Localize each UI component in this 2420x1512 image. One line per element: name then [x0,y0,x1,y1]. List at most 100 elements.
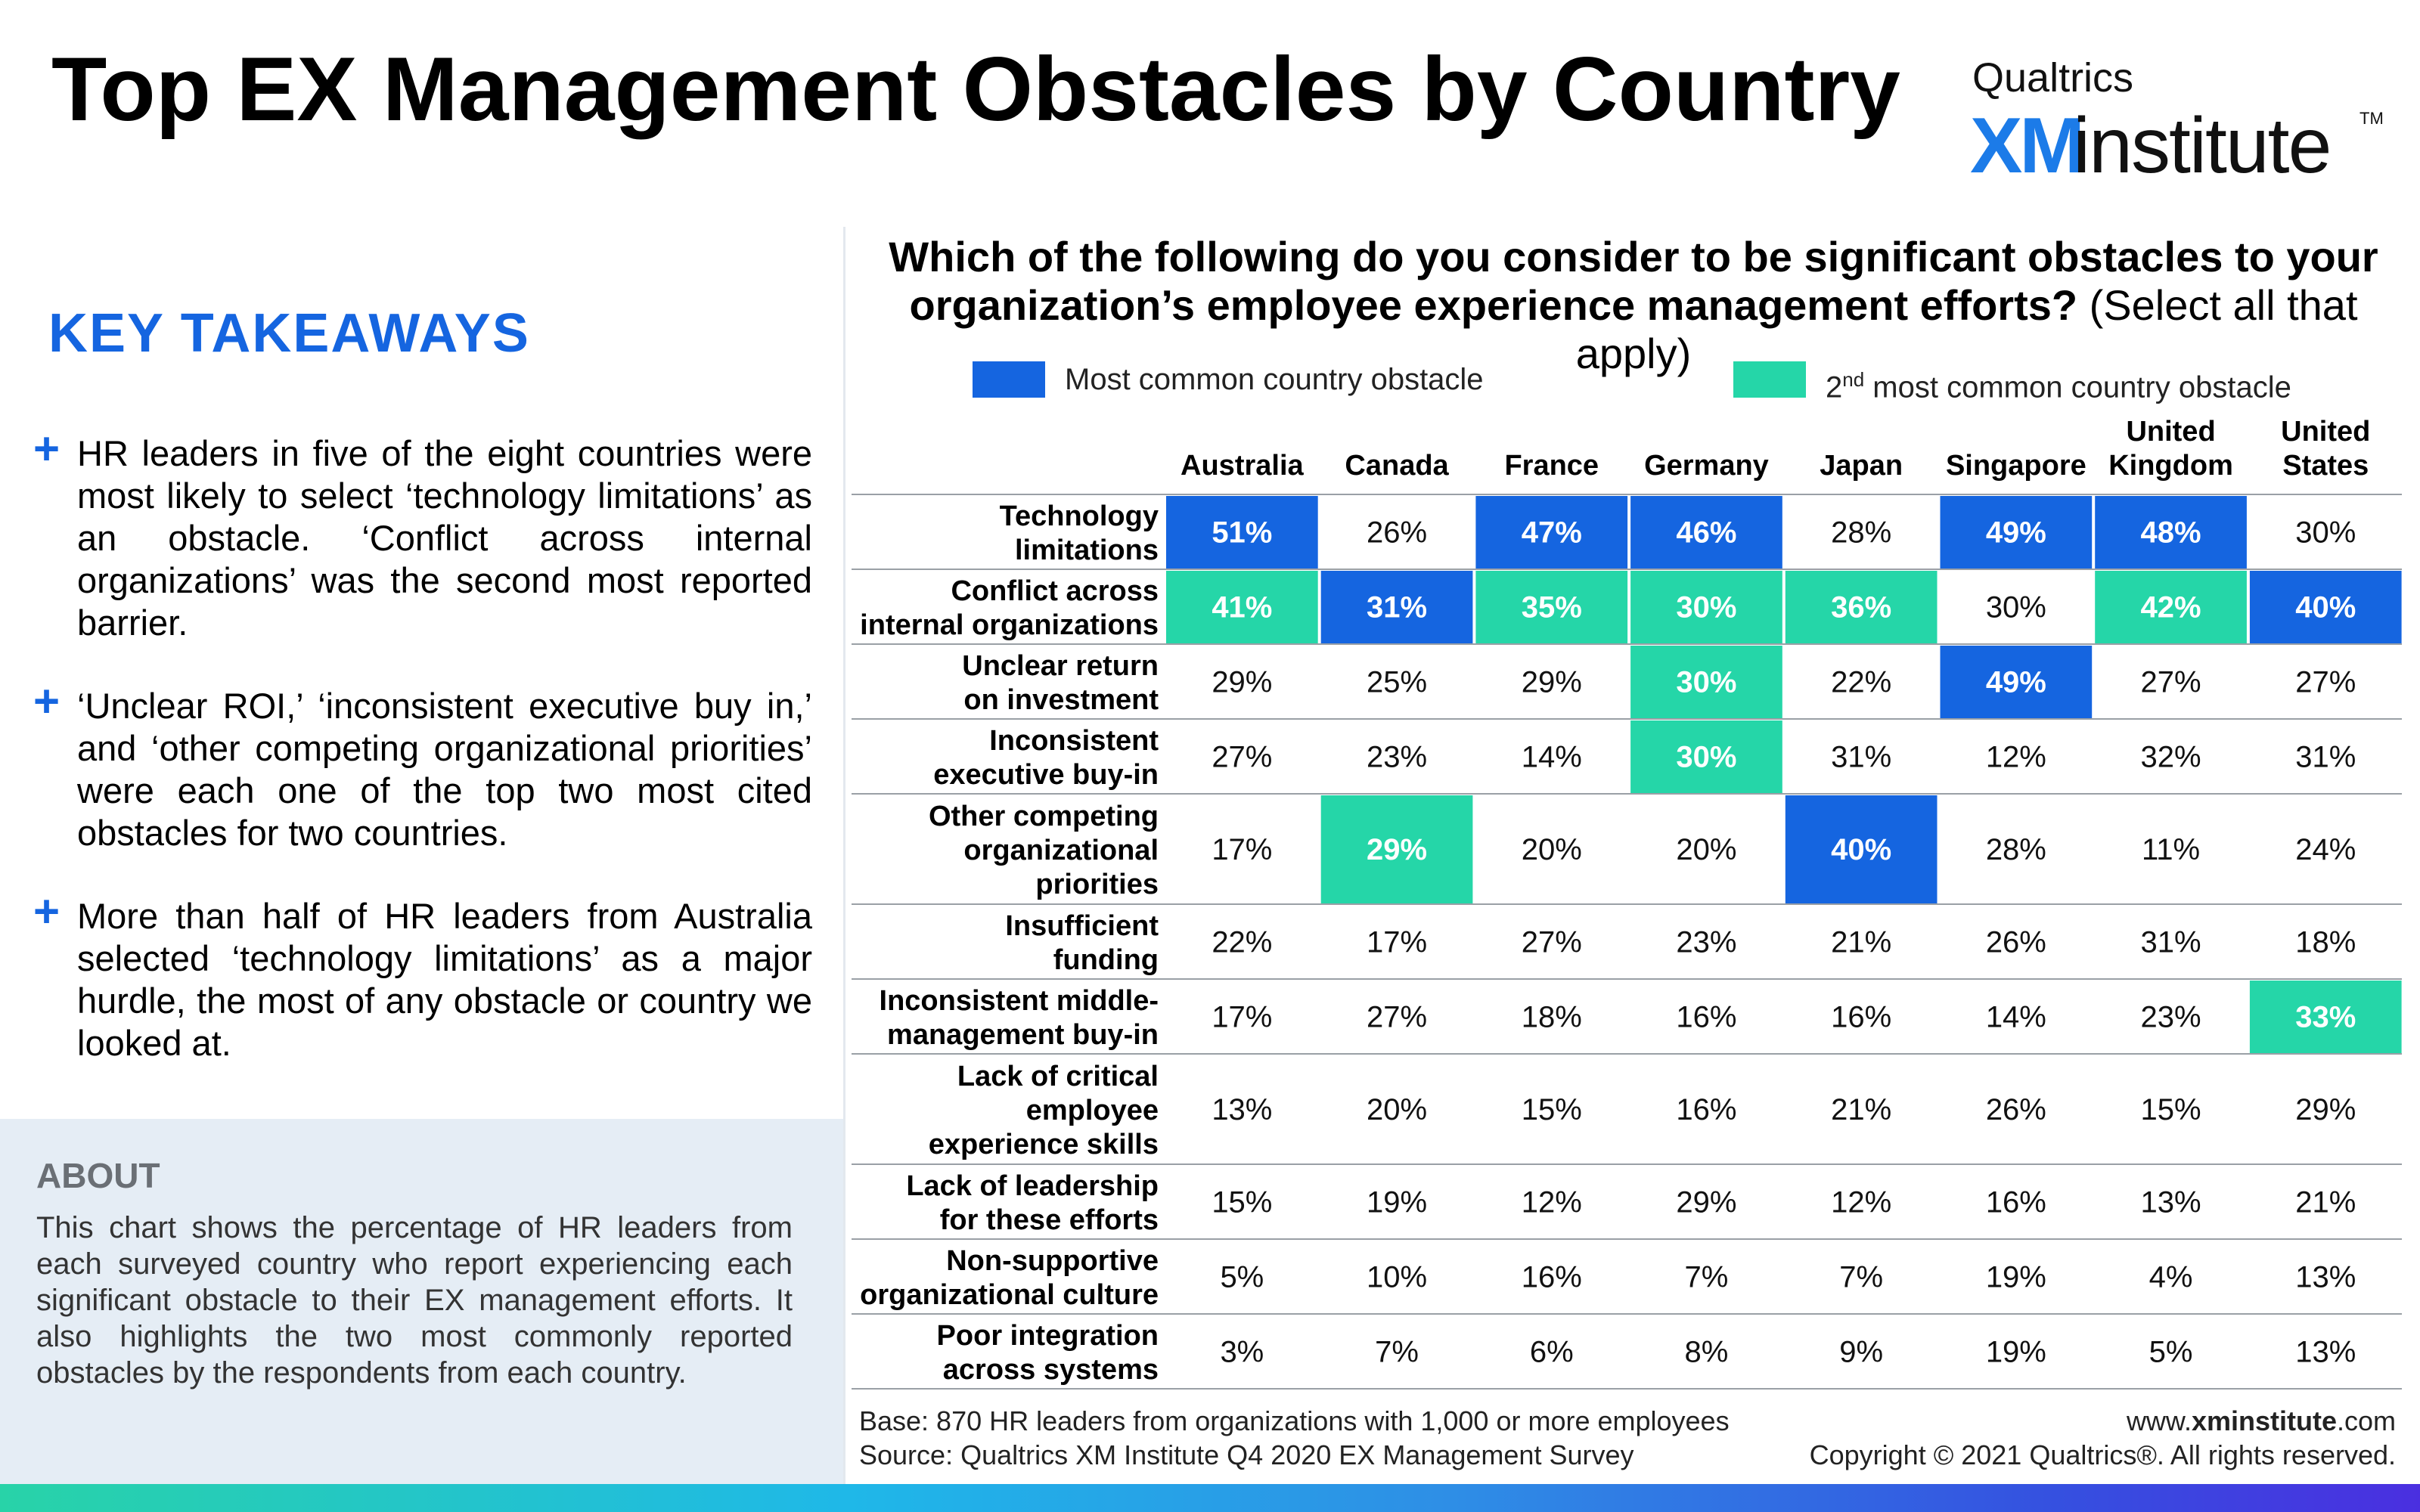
row-label: management buy-in [887,1019,1159,1051]
row-label: organizational culture [860,1279,1159,1311]
value-label: 12% [1522,1186,1582,1219]
key-takeaways-heading: KEY TAKEAWAYS [48,303,530,364]
page-title: Top EX Management Obstacles by Country [51,39,1900,140]
value-label: 30% [1986,591,2046,624]
column-header: United [2281,416,2370,448]
value-label: 3% [1220,1336,1264,1369]
row-label: Technology [1000,500,1159,532]
row-label: Other competing [929,801,1159,832]
second-common-cell [1320,795,1473,903]
value-label: 40% [2295,591,2356,624]
plus-icon: + [33,886,60,937]
most-common-cell [1630,496,1782,569]
value-label: 18% [2295,926,2356,959]
value-label: 21% [1831,1093,1891,1126]
value-label: 7% [1839,1261,1883,1294]
value-label: 5% [2149,1336,2193,1369]
value-label: 8% [1685,1336,1729,1369]
value-label: 17% [1212,833,1272,866]
value-label: 29% [1212,666,1272,699]
row-label: Insufficient [1005,910,1159,942]
website-pre: www. [2126,1405,2192,1436]
value-label: 40% [1831,833,1891,866]
value-label: 29% [1367,833,1427,866]
value-label: 30% [1676,666,1736,699]
value-label: 25% [1367,666,1427,699]
takeaway-text: ‘Unclear ROI,’ ‘inconsistent executive b… [77,686,812,853]
plus-icon: + [33,676,60,727]
value-label: 33% [2295,1001,2356,1034]
logo-trademark: TM [2360,109,2384,128]
value-label: 27% [2141,666,2201,699]
about-box: ABOUT This chart shows the percentage of… [0,1119,844,1484]
legend-label: 2nd most common country obstacle [1826,361,2291,405]
row-label: Poor integration [937,1320,1159,1352]
column-header: Australia [1181,450,1304,482]
value-label: 30% [2295,516,2356,550]
value-label: 15% [1522,1093,1582,1126]
value-label: 17% [1212,1001,1272,1034]
most-common-cell [1785,795,1938,903]
value-label: 13% [2141,1186,2201,1219]
row-label: Conflict across [951,575,1159,607]
row-label: Inconsistent [989,725,1159,757]
source-note: Source: Qualtrics XM Institute Q4 2020 E… [859,1439,1634,1470]
value-label: 29% [1522,666,1582,699]
plus-icon: + [33,423,60,474]
value-label: 35% [1522,591,1582,624]
row-label: on investment [963,684,1159,716]
value-label: 49% [1986,666,2046,699]
row-label: funding [1053,944,1159,976]
value-label: 23% [1676,926,1736,959]
value-label: 27% [1212,741,1272,774]
value-label: 31% [1831,741,1891,774]
row-label: executive buy-in [933,759,1159,791]
value-label: 16% [1986,1186,2046,1219]
value-label: 16% [1676,1001,1736,1034]
second-common-cell [1630,720,1782,793]
value-label: 12% [1831,1186,1891,1219]
gradient-footer-bar [0,1484,2420,1512]
takeaway-item: + HR leaders in five of the eight countr… [33,426,812,644]
column-header: States [2282,450,2369,482]
value-label: 15% [1212,1186,1272,1219]
second-common-cell [1475,571,1628,643]
value-label: 11% [2142,833,2200,866]
value-label: 16% [1831,1001,1891,1034]
value-label: 32% [2141,741,2201,774]
value-label: 23% [2141,1001,2201,1034]
most-common-cell [2249,571,2402,643]
row-label: for these efforts [940,1204,1159,1236]
value-label: 14% [1986,1001,2046,1034]
value-label: 19% [1986,1261,2046,1294]
value-label: 21% [2295,1186,2356,1219]
value-label: 15% [2141,1093,2201,1126]
takeaway-text: HR leaders in five of the eight countrie… [77,433,812,643]
column-header: United [2126,416,2215,448]
value-label: 24% [2295,833,2356,866]
website-bold: xminstitute [2191,1405,2337,1436]
value-label: 48% [2141,516,2201,550]
about-heading: ABOUT [36,1156,160,1195]
value-label: 17% [1367,926,1427,959]
value-label: 20% [1367,1093,1427,1126]
value-label: 22% [1831,666,1891,699]
left-panel: KEY TAKEAWAYS + HR leaders in five of th… [0,227,844,1119]
value-label: 28% [1986,833,2046,866]
takeaway-text: More than half of HR leaders from Austra… [77,896,812,1063]
value-label: 30% [1676,741,1736,774]
value-label: 46% [1676,516,1736,550]
value-label: 7% [1375,1336,1419,1369]
row-label: employee [1026,1095,1159,1126]
value-label: 31% [2141,926,2201,959]
value-label: 10% [1367,1261,1427,1294]
row-label: Inconsistent middle- [880,985,1159,1017]
value-label: 6% [1530,1336,1574,1369]
value-label: 5% [1220,1261,1264,1294]
most-common-cell [2095,496,2247,569]
value-label: 27% [2295,666,2356,699]
value-label: 31% [2295,741,2356,774]
value-label: 26% [1367,516,1427,550]
row-label: Unclear return [962,650,1159,682]
second-common-cell [1166,571,1318,643]
